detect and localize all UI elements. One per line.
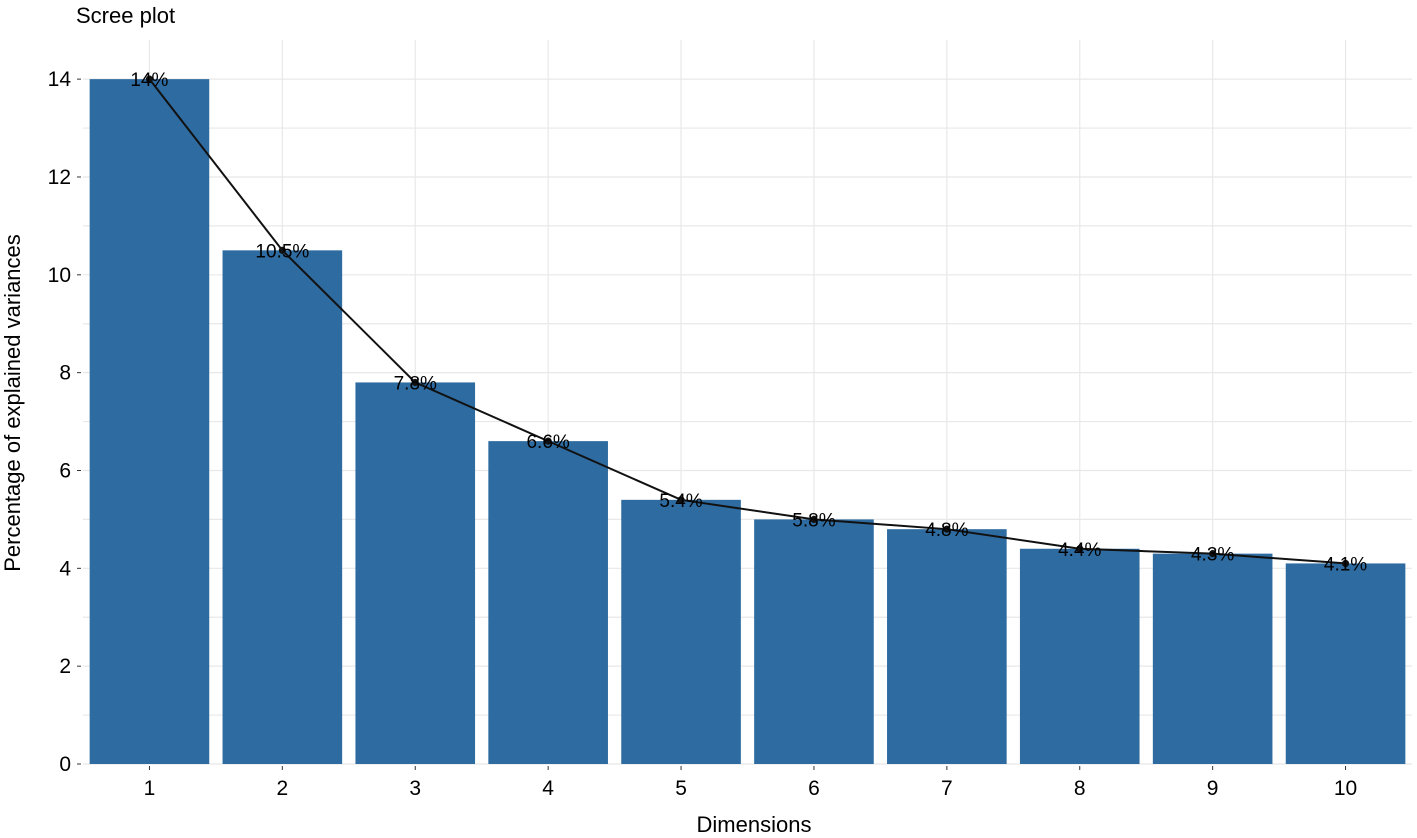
x-tick-label: 1 bbox=[144, 777, 156, 800]
bar-dim-2 bbox=[222, 250, 343, 765]
bar-dim-10 bbox=[1285, 563, 1406, 764]
bar-dim-3 bbox=[355, 382, 476, 764]
x-axis-title: Dimensions bbox=[697, 812, 812, 837]
x-tick-label: 10 bbox=[1334, 777, 1357, 800]
bar-dim-8 bbox=[1019, 548, 1140, 764]
data-label-dim-5: 5.4% bbox=[659, 491, 702, 512]
x-tick-label: 4 bbox=[542, 777, 554, 800]
variance-line bbox=[148, 78, 1346, 565]
x-tick-label: 9 bbox=[1207, 777, 1219, 800]
y-tick-label: 12 bbox=[48, 166, 71, 189]
bar-dim-4 bbox=[488, 441, 608, 764]
y-tick-label: 4 bbox=[59, 557, 71, 580]
point-dim-9 bbox=[1209, 550, 1217, 558]
data-label-dim-3: 7.8% bbox=[394, 373, 437, 394]
chart-title: Scree plot bbox=[76, 3, 175, 28]
data-label-dim-9: 4.3% bbox=[1191, 545, 1234, 566]
data-label-dim-1: 14% bbox=[130, 70, 168, 91]
data-labels: 14% 10.5% 7.8% 6.6% 5.4% 5.8% 4.8% 4.4% 4.3% 4.1% bbox=[130, 70, 1367, 575]
point-dim-8 bbox=[1076, 545, 1084, 553]
y-axis-title: Percentage of explained variances bbox=[0, 234, 25, 572]
x-tick-label: 5 bbox=[675, 777, 687, 800]
point-dim-3 bbox=[411, 378, 419, 387]
y-tick-label: 2 bbox=[59, 655, 71, 678]
x-tick-label: 2 bbox=[277, 777, 289, 800]
data-label-dim-6: 5.8% bbox=[792, 510, 835, 531]
data-label-dim-2: 10.5% bbox=[255, 241, 309, 262]
point-dim-7 bbox=[943, 525, 951, 533]
point-dim-1 bbox=[145, 75, 154, 83]
bar-dim-5 bbox=[621, 499, 741, 764]
y-tick-label: 0 bbox=[59, 753, 71, 776]
point-dim-5 bbox=[677, 496, 685, 504]
data-label-dim-8: 4.4% bbox=[1058, 540, 1101, 561]
point-dim-4 bbox=[544, 437, 552, 445]
x-axis: 1 2 3 4 5 6 7 8 9 10 bbox=[144, 766, 1357, 800]
bar-dim-1 bbox=[89, 79, 210, 764]
y-tick-label: 14 bbox=[48, 68, 72, 91]
y-tick-label: 10 bbox=[48, 264, 71, 287]
x-tick-label: 3 bbox=[409, 777, 421, 800]
x-tick-label: 6 bbox=[808, 777, 820, 800]
data-label-dim-7: 4.8% bbox=[925, 520, 968, 541]
bars bbox=[89, 79, 1406, 765]
data-label-dim-4: 6.6% bbox=[526, 432, 569, 453]
bar-dim-7 bbox=[887, 529, 1007, 764]
x-tick-label: 8 bbox=[1074, 777, 1086, 800]
variance-polyline bbox=[148, 78, 1346, 565]
variance-points bbox=[145, 75, 1350, 568]
y-tick-label: 8 bbox=[59, 362, 71, 385]
y-tick-label: 6 bbox=[59, 459, 71, 482]
data-label-dim-10: 4.1% bbox=[1324, 554, 1367, 575]
point-dim-10 bbox=[1341, 559, 1350, 568]
bar-dim-9 bbox=[1152, 553, 1273, 764]
point-dim-6 bbox=[810, 515, 818, 524]
point-dim-2 bbox=[278, 246, 286, 254]
y-axis: 0 2 4 6 8 10 12 14 bbox=[48, 68, 81, 776]
bar-dim-6 bbox=[754, 519, 874, 764]
x-tick-label: 7 bbox=[941, 777, 953, 800]
